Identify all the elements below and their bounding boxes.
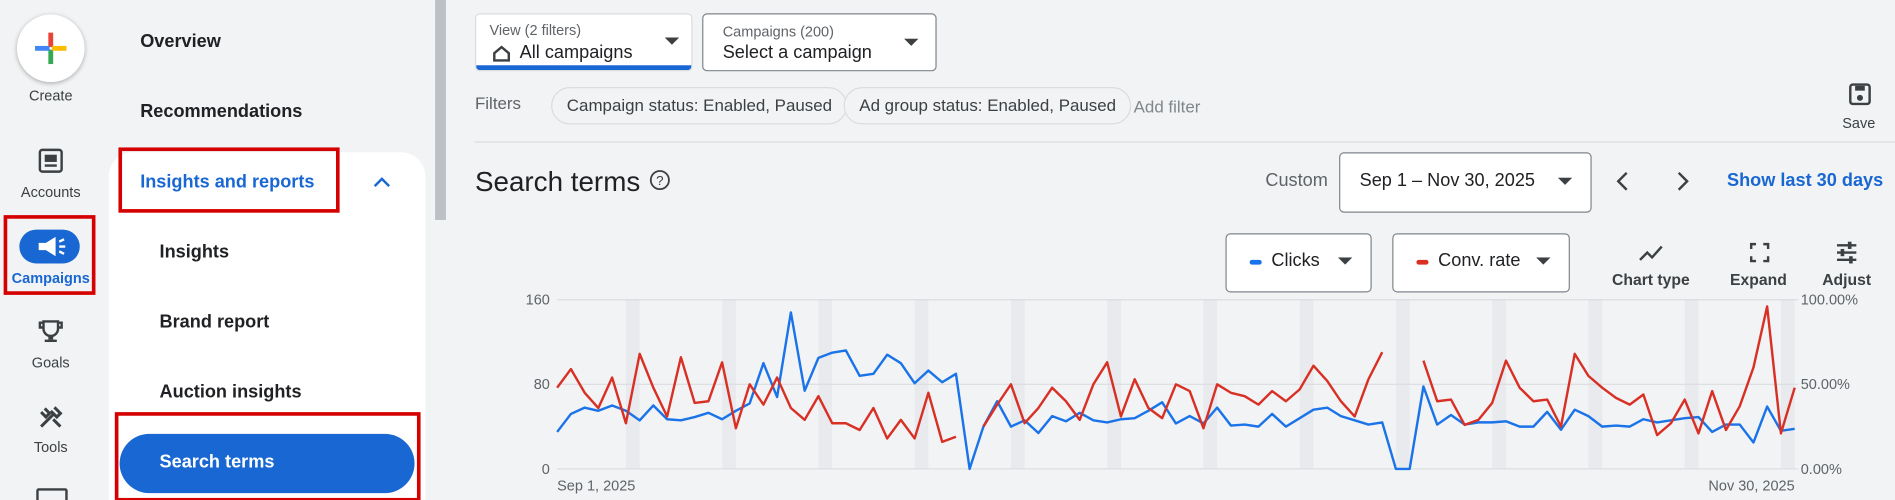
rail-label[interactable]: Goals: [31, 354, 70, 372]
next-button[interactable]: [1673, 170, 1692, 192]
accounts-icon: [38, 148, 63, 173]
help-icon[interactable]: ?: [649, 169, 671, 191]
date-picker[interactable]: [1339, 152, 1592, 213]
caret: [903, 38, 919, 46]
campaigns-icon: [38, 236, 66, 257]
highlight-box: [118, 147, 340, 213]
more-icon: [36, 488, 68, 500]
create-icon: [35, 32, 67, 65]
save-icon[interactable]: [1848, 82, 1872, 106]
dropdown-label: Campaigns (200): [722, 22, 834, 40]
scrollbar[interactable]: [435, 0, 446, 220]
tool-label[interactable]: Chart type: [1612, 270, 1690, 289]
expand-icon[interactable]: [1749, 242, 1771, 264]
campaigns-pill[interactable]: [19, 229, 80, 264]
highlight-box: [3, 215, 96, 295]
tool-label[interactable]: Expand: [1730, 270, 1787, 289]
rail-label[interactable]: Campaigns: [11, 269, 90, 287]
show-last-link[interactable]: Show last 30 days: [1727, 170, 1884, 191]
nav-item[interactable]: Insights: [159, 241, 230, 263]
chart-type-icon[interactable]: [1638, 242, 1665, 264]
tools-icon: [40, 406, 63, 428]
goals-icon: [38, 320, 63, 343]
collapse-icon[interactable]: [372, 174, 391, 191]
dropdown-label: View (2 filters): [489, 21, 582, 39]
rail-label: Create: [28, 87, 73, 104]
home-icon: [493, 45, 511, 62]
caret: [1536, 257, 1551, 265]
legend-swatch: [1249, 259, 1262, 265]
rail-label[interactable]: Tools: [33, 438, 68, 456]
legend-swatch: [1416, 259, 1429, 265]
y2-tick-label: 50.00%: [1801, 377, 1850, 393]
caret: [1557, 177, 1573, 185]
campaign-dropdown[interactable]: [702, 13, 937, 72]
rail-label[interactable]: Accounts: [20, 183, 81, 201]
tool-label[interactable]: Adjust: [1822, 270, 1872, 289]
legend-label[interactable]: Conv. rate: [1438, 250, 1521, 271]
series-line: [556, 305, 1796, 444]
adjust-icon[interactable]: [1835, 241, 1859, 265]
highlight-box: [114, 412, 421, 500]
filter-chip[interactable]: Campaign status: Enabled, Paused: [551, 87, 848, 125]
metric-chip[interactable]: [1392, 233, 1570, 293]
caret: [664, 37, 680, 45]
create-button[interactable]: [16, 14, 85, 83]
y2-tick-label: 0.00%: [1801, 462, 1842, 478]
legend-label[interactable]: Clicks: [1271, 250, 1320, 271]
y-tick-label: 80: [534, 377, 550, 393]
nav-item[interactable]: Auction insights: [159, 381, 302, 403]
add-filter[interactable]: Add filter: [1133, 96, 1201, 117]
series-line: [556, 311, 1795, 471]
divider: [474, 141, 1895, 143]
nav-item[interactable]: Search terms: [159, 451, 275, 473]
nav-selected[interactable]: [119, 433, 415, 494]
prev-button[interactable]: [1613, 170, 1632, 192]
nav-item[interactable]: Insights and reports: [140, 171, 315, 193]
section-title: Search terms: [474, 165, 641, 197]
nav-item[interactable]: Recommendations: [140, 101, 303, 123]
view-dropdown[interactable]: [474, 13, 693, 72]
nav-item[interactable]: Overview: [140, 31, 221, 52]
nav-item[interactable]: Brand report: [159, 311, 270, 333]
save-label[interactable]: Save: [1842, 114, 1876, 132]
y2-tick-label: 100.00%: [1801, 293, 1858, 309]
dropdown-value: All campaigns: [519, 42, 633, 63]
filters-label: Filters: [474, 93, 522, 113]
filter-chip[interactable]: Ad group status: Enabled, Paused: [843, 87, 1132, 125]
range-label: Custom: [1265, 170, 1328, 191]
x-tick-label: Nov 30, 2025: [1708, 479, 1794, 495]
x-tick-label: Sep 1, 2025: [557, 479, 635, 495]
dropdown-value: Select a campaign: [722, 42, 872, 63]
date-range[interactable]: Sep 1 – Nov 30, 2025: [1359, 170, 1535, 191]
svg-text:?: ?: [656, 173, 663, 188]
y-tick-label: 160: [526, 293, 550, 309]
y-tick-label: 0: [542, 462, 550, 478]
caret: [1337, 257, 1353, 265]
